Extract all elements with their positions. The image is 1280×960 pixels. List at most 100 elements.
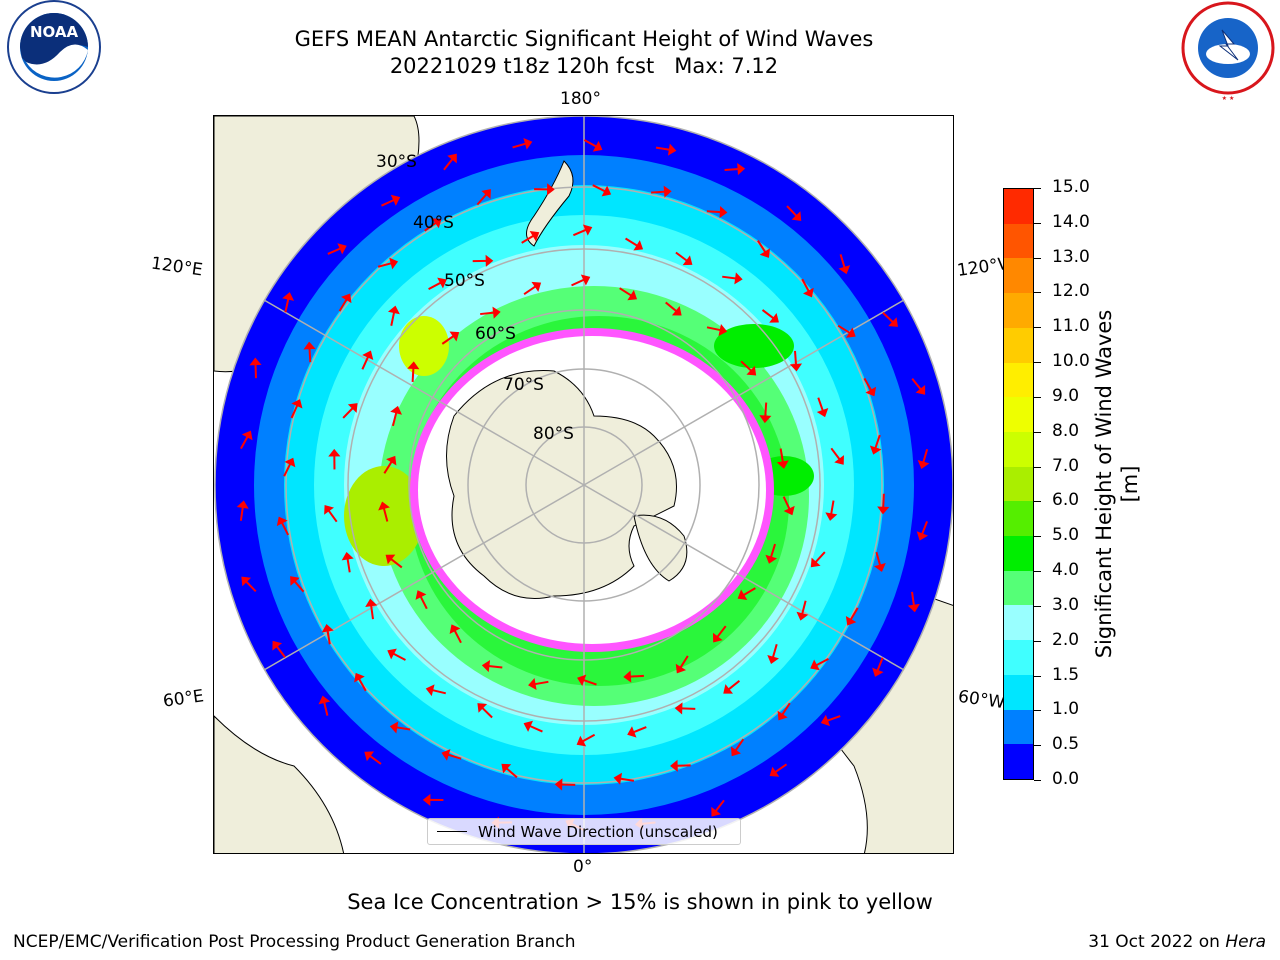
lat-label-50s: 50°S: [444, 271, 485, 291]
lat-label-70s: 70°S: [503, 375, 544, 395]
wind-arrow: [512, 142, 527, 149]
wind-arrow: [774, 763, 788, 774]
wind-arrow: [782, 496, 791, 510]
wind-arrow: [280, 522, 290, 536]
lat-label-80s: 80°S: [533, 424, 574, 444]
colorbar-tick-label: 6.0: [1052, 490, 1080, 511]
wind-arrow: [390, 311, 396, 326]
wind-arrow-head: [877, 506, 890, 515]
wind-arrow-head: [872, 667, 884, 677]
wind-arrow-head: [386, 455, 397, 466]
colorbar-segment: [1004, 397, 1033, 432]
wind-arrow: [716, 625, 727, 638]
wind-arrow-head: [723, 684, 733, 694]
colorbar-segment: [1004, 501, 1033, 537]
colorbar-tick: [1034, 431, 1041, 433]
wind-arrow-head: [765, 554, 778, 564]
wind-arrow-head: [481, 189, 491, 199]
wind-arrow-head: [390, 405, 402, 415]
wind-arrow: [411, 367, 415, 382]
wind-arrow: [396, 726, 411, 731]
wind-arrow: [911, 378, 922, 391]
wind-arrow-head: [769, 312, 779, 323]
wind-arrow-head: [613, 772, 623, 785]
svg-text:NOAA: NOAA: [30, 23, 79, 41]
map-title: GEFS MEAN Antarctic Significant Height o…: [294, 27, 874, 51]
wind-arrow: [534, 680, 549, 686]
wind-arrow: [874, 434, 881, 449]
colorbar-segment: [1004, 744, 1033, 779]
colorbar-tick-label: 7.0: [1052, 455, 1080, 476]
wind-arrow-head: [415, 590, 427, 600]
wind-arrow-head: [874, 562, 886, 572]
wind-arrow: [815, 657, 829, 667]
colorbar-segment: [1004, 293, 1033, 328]
colorbar-segment: [1004, 709, 1033, 745]
wind-arrow: [619, 287, 632, 297]
wind-arrow: [358, 678, 367, 692]
wind-arrow: [582, 679, 597, 686]
lat-label-60s: 60°S: [475, 324, 516, 344]
wind-arrow-head: [390, 194, 401, 206]
wind-arrow-head: [869, 445, 882, 455]
wind-arrow-head: [441, 749, 451, 761]
wind-arrow: [447, 753, 462, 760]
wind-arrow: [453, 629, 462, 644]
colorbar-tick-label: 10.0: [1052, 351, 1090, 372]
wind-arrow: [481, 706, 493, 719]
wind-arrow: [849, 607, 859, 621]
colorbar-label: Significant Height of Wind Waves [m]: [1092, 309, 1142, 659]
wind-arrow-head: [820, 714, 830, 727]
wind-arrow-head: [667, 143, 677, 156]
wind-arrow-head: [485, 254, 494, 267]
colorbar-tick: [1034, 188, 1041, 189]
colorbar-segment: [1004, 431, 1033, 467]
colorbar-tick: [1034, 501, 1041, 503]
wind-arrow: [342, 407, 354, 419]
lon-label-180: 180°: [560, 89, 601, 109]
wind-arrow-head: [328, 448, 341, 457]
colorbar-tick: [1034, 675, 1041, 677]
polar-map: [214, 116, 953, 853]
wind-arrow: [837, 324, 851, 334]
wind-arrow-head: [682, 255, 693, 266]
wind-arrow-head: [291, 399, 303, 409]
wind-arrow: [443, 158, 454, 171]
colorbar-tick-label: 13.0: [1052, 246, 1090, 267]
wind-arrow-head: [389, 257, 399, 270]
wind-arrow: [826, 715, 841, 722]
wind-arrow-head: [791, 211, 802, 221]
wind-arrow: [391, 412, 398, 427]
colorbar-segment: [1004, 258, 1033, 294]
wind-arrow: [361, 356, 370, 370]
wind-arrow-head: [767, 655, 779, 665]
wind-arrow-head: [783, 505, 795, 516]
land-antarctica: [446, 370, 677, 599]
lon-label-60w: 60°W: [956, 686, 1007, 714]
wind-arrow-head: [845, 615, 857, 626]
wind-arrow-head: [341, 551, 354, 561]
colorbar-tick: [1034, 710, 1041, 712]
wind-arrow: [786, 205, 798, 217]
wind-arrow: [293, 580, 305, 593]
colorbar-segment: [1004, 466, 1033, 502]
wind-arrow-head: [816, 407, 829, 418]
wind-arrow-head: [290, 576, 300, 586]
wind-arrow-head: [671, 305, 682, 316]
wind-arrow-head: [734, 272, 743, 285]
wind-arrow: [239, 506, 244, 521]
noaa-logo: NOAA: [4, 0, 104, 104]
wind-arrow: [370, 605, 374, 620]
colorbar-tick: [1034, 466, 1041, 468]
wind-arrow-head: [582, 224, 593, 236]
wind-arrow-head: [554, 778, 563, 791]
colorbar-segment: [1004, 189, 1033, 224]
lat-label-40s: 40°S: [413, 213, 454, 233]
wind-arrow-head: [810, 557, 821, 568]
wind-arrow-head: [407, 361, 420, 370]
wind-arrow-head: [531, 281, 542, 292]
wind-arrow-head: [528, 678, 537, 690]
wind-arrow: [308, 348, 312, 363]
wind-arrow-head: [803, 287, 814, 298]
colorbar-tick: [1034, 571, 1041, 573]
